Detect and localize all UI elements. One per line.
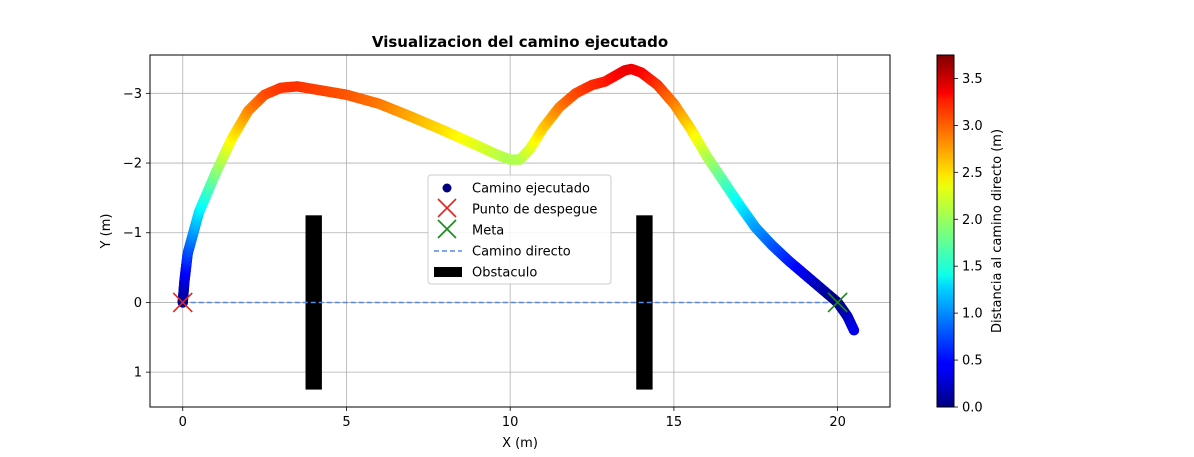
x-tick-label: 20 [829,415,846,430]
colorbar-tick-label: 1.5 [962,260,983,275]
x-tick-label: 10 [502,415,519,430]
chart-title: Visualizacion del camino ejecutado [372,33,668,51]
markers-layer [172,292,848,313]
x-axis-ticks: 0 5 10 15 20 [179,407,846,430]
colorbar-ticks: 0.0 0.5 1.0 1.5 2.0 2.5 3.0 3.5 [954,72,983,416]
y-tick-label: −2 [123,157,142,172]
colorbar-gradient [936,54,955,408]
legend-marker-meta [437,219,457,239]
colorbar-tick-label: 3.5 [962,72,983,87]
colorbar-tick-label: 3.0 [962,119,983,134]
colorbar-label: Distancia al camino directo (m) [990,129,1005,333]
legend-label-meta: Meta [472,224,504,239]
colorbar-tick-label: 2.0 [962,213,983,228]
legend-label-punto-de-despegue: Punto de despegue [472,203,597,218]
x-tick-label: 15 [666,415,683,430]
legend-label-obstaculo: Obstaculo [472,266,537,281]
x-tick-label: 0 [179,415,187,430]
legend-label-camino-directo: Camino directo [472,245,571,260]
colorbar-tick-label: 0.0 [962,401,983,416]
legend-box [427,174,612,285]
legend-marker-punto-de-despegue [437,198,457,218]
plot-frame [149,54,891,408]
start-marker [172,292,193,313]
y-axis-ticks: 1 0 −1 −2 −3 [123,87,150,381]
colorbar-tick-label: 1.0 [962,307,983,322]
y-tick-label: 0 [134,296,142,311]
legend-marker-camino-ejecutado [442,183,452,193]
y-tick-label: −1 [123,226,142,241]
y-axis-label: Y (m) [99,214,114,250]
legend-label-camino-ejecutado: Camino ejecutado [472,182,590,197]
x-axis-label: X (m) [502,436,538,451]
colorbar: 0.0 0.5 1.0 1.5 2.0 2.5 3.0 3.5 Distancia al ca… [936,54,1005,416]
y-tick-label: 1 [134,366,142,381]
y-tick-label: −3 [123,87,142,102]
goal-marker [827,292,848,313]
obstacle-rect [636,215,653,390]
legend-marker-obstaculo [434,267,462,277]
path-point [848,325,860,336]
colorbar-tick-label: 2.5 [962,166,983,181]
executed-path-layer [177,63,860,336]
x-tick-label: 5 [342,415,350,430]
colorbar-tick-label: 0.5 [962,354,983,369]
legend: Camino ejecutado Punto de despegue Meta … [427,174,612,285]
